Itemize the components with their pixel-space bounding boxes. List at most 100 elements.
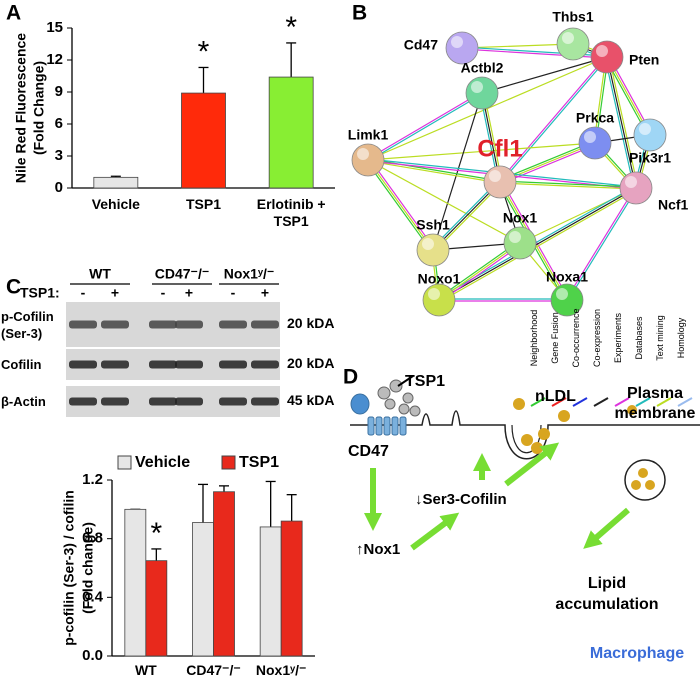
x-tick-label: TSP1 [185, 196, 221, 212]
network-edge [437, 185, 636, 299]
node-highlight [596, 45, 608, 57]
network-edge [437, 240, 520, 299]
significance-mark: * [285, 11, 297, 44]
node-label: Nox1 [503, 210, 537, 226]
network-edge [365, 160, 432, 252]
network-edge [461, 43, 574, 49]
panel-label: B [352, 2, 367, 25]
network-edge [367, 91, 482, 160]
blot-band [101, 320, 129, 329]
node-highlight [471, 81, 483, 93]
evidence-legend-line [677, 397, 693, 407]
evidence-legend-label: Gene Fusion [550, 312, 560, 364]
network-edge [368, 93, 483, 162]
network-edge [500, 57, 609, 184]
network-edge [567, 188, 638, 301]
network-edge [500, 180, 637, 188]
blot-band [149, 397, 177, 406]
blot-band [251, 397, 279, 406]
x-tick-label: Nox1ʸ/⁻ [255, 662, 307, 676]
node-label: Limk1 [348, 127, 389, 143]
node-highlight [562, 32, 574, 44]
legend-label: Vehicle [135, 454, 190, 471]
blot-band [219, 360, 247, 369]
blot-group-label: WT [89, 266, 111, 282]
evidence-legend-label: Text mining [655, 315, 665, 361]
network-node [556, 27, 590, 61]
x-tick-label: Vehicle [91, 196, 140, 212]
x-tick-label: Erlotinib + TSP1 [256, 196, 326, 229]
blot-band [101, 360, 129, 369]
blot-row-label: Cofilin [1, 356, 42, 372]
bar [181, 92, 226, 189]
y-axis-label: (Fold Change) [31, 61, 47, 155]
network-edge [606, 56, 637, 189]
blot-group-label: CD47⁻/⁻ [155, 266, 209, 282]
network-edge [500, 144, 596, 185]
node-highlight [422, 238, 434, 250]
bar [280, 520, 303, 657]
blot-group-label: Nox1ʸ/⁻ [224, 266, 275, 282]
network-edge [604, 57, 635, 189]
panel-label: D [343, 366, 358, 389]
network-node [351, 143, 385, 177]
bar [93, 176, 139, 189]
network-edge [369, 158, 436, 250]
network-edge [439, 189, 638, 303]
evidence-legend-line [593, 397, 609, 407]
y-tick-label: 0.0 [82, 647, 103, 664]
network-edge [438, 187, 637, 301]
y-tick-label: 12 [46, 51, 63, 68]
network-node [465, 76, 499, 110]
blot-band [69, 360, 97, 369]
blot-size-label: 20 kDA [287, 355, 334, 371]
legend-label: TSP1 [239, 454, 279, 471]
bar [268, 76, 314, 189]
treatment-sign: - [231, 285, 236, 301]
node-label: Pik3r1 [629, 150, 671, 166]
node-highlight [639, 123, 651, 135]
node-highlight [451, 36, 463, 48]
panel-label: A [6, 2, 21, 25]
node-label: Noxo1 [418, 271, 461, 287]
blot-band [251, 320, 279, 329]
node-label: Cd47 [404, 37, 438, 53]
evidence-legend-label: Experiments [613, 312, 623, 363]
node-highlight [625, 176, 637, 188]
evidence-legend-label: Co-expression [592, 309, 602, 367]
y-axis-label: Nile Red Fluorescence [13, 33, 29, 183]
legend-swatch [117, 455, 132, 470]
network-edge [367, 159, 434, 251]
bar [213, 491, 235, 657]
evidence-legend-label: Homology [676, 317, 686, 358]
network-edge [499, 182, 636, 190]
bar [124, 508, 147, 657]
treatment-label: TSP1: [20, 285, 60, 301]
blot-band [69, 397, 97, 406]
diagram-receptor: CD47 [348, 443, 389, 460]
evidence-legend-label: Databases [634, 316, 644, 360]
evidence-legend-line [572, 397, 588, 407]
evidence-legend-line [530, 397, 546, 407]
y-tick-label: 15 [46, 19, 63, 36]
blot-size-label: 45 kDA [287, 392, 334, 408]
treatment-sign: + [261, 285, 269, 301]
node-highlight [556, 288, 568, 300]
diagram-outcome: Lipid accumulation [555, 575, 659, 613]
blot-row-label: β-Actin [1, 393, 46, 409]
y-axis-label: (Fold change) [80, 522, 96, 614]
x-tick-label: WT [134, 662, 157, 676]
diagram-membrane: Plasma membrane [614, 385, 696, 422]
significance-mark: * [198, 35, 210, 68]
panel-label: C [6, 276, 21, 299]
node-label: Prkca [576, 110, 614, 126]
node-highlight [489, 170, 501, 182]
network-node [422, 283, 456, 317]
node-highlight [357, 148, 369, 160]
blot-band [69, 320, 97, 329]
node-label: Ssh1 [416, 217, 450, 233]
node-label: Ncf1 [658, 197, 689, 213]
evidence-legend-line [551, 397, 567, 407]
